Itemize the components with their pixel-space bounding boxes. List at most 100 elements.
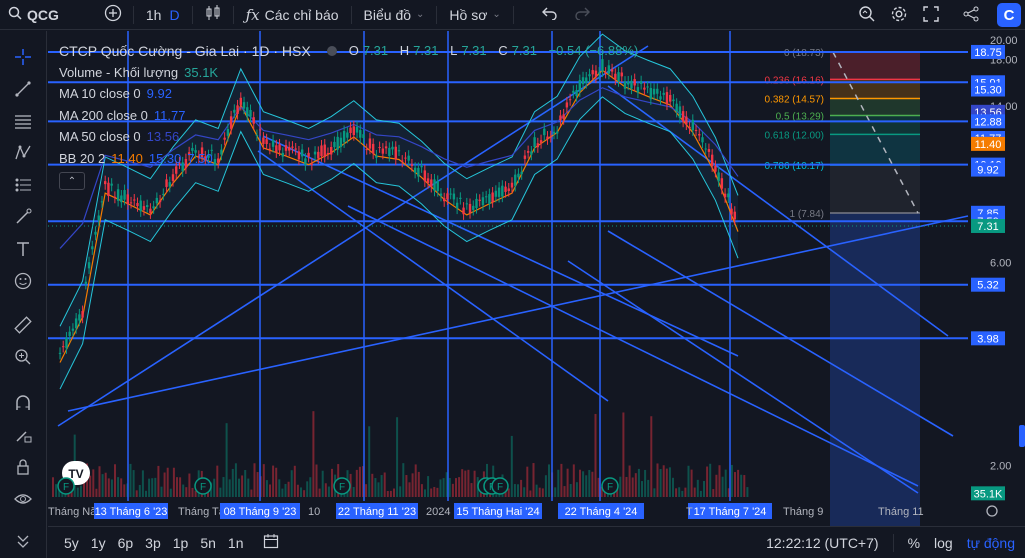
- symbol-search[interactable]: QCG: [0, 0, 67, 30]
- chart-pane[interactable]: 0 (18.73) 0.236 (16.16) 0.382 (14.57) 0.5 (…: [48, 31, 1025, 558]
- volume-bar: [566, 468, 569, 497]
- volume-bar: [532, 463, 535, 497]
- candle-body: [317, 151, 320, 159]
- legend-volume-row[interactable]: Volume - Khối lượng 35.1K: [59, 62, 642, 84]
- range-1y[interactable]: 1y: [90, 534, 106, 551]
- candle-body: [556, 131, 559, 134]
- candle-body: [497, 187, 501, 197]
- range-6p[interactable]: 6p: [117, 534, 134, 551]
- candle-body: [288, 147, 291, 151]
- range-1p[interactable]: 1p: [172, 534, 189, 551]
- brush-tool[interactable]: [8, 203, 38, 233]
- volume-bar: [588, 469, 591, 497]
- bollinger-lower-line: [59, 96, 739, 390]
- volume-bar: [389, 490, 392, 497]
- trendline-tool[interactable]: [8, 75, 38, 105]
- volume-bar: [393, 488, 395, 497]
- volume-bar: [179, 477, 182, 497]
- volume-bar: [672, 477, 674, 497]
- candle-body: [481, 197, 485, 206]
- hide-drawings-tool[interactable]: [8, 485, 38, 515]
- clock-time[interactable]: 12:22:12 (UTC+7): [766, 535, 879, 551]
- redo-button[interactable]: [566, 0, 598, 30]
- volume-bar: [622, 412, 625, 497]
- interval-d[interactable]: D: [169, 6, 180, 23]
- fullscreen-button[interactable]: [915, 0, 947, 30]
- percent-toggle[interactable]: %: [907, 535, 921, 551]
- magnet-tool[interactable]: [8, 389, 38, 419]
- chart-menu-button[interactable]: Biểu đồ ⌄: [356, 0, 433, 30]
- interval-1h[interactable]: 1h: [145, 6, 162, 23]
- watermark-logo-text: TV: [68, 467, 83, 481]
- legend-ma10-row[interactable]: MA 10 close 0 9.92: [59, 83, 642, 105]
- candle-style-button[interactable]: [197, 0, 229, 30]
- chevron-down-icon: ⌄: [416, 9, 425, 20]
- horizontal-lines-icon: [14, 112, 32, 133]
- pattern-icon: [14, 144, 32, 165]
- candle-body: [478, 199, 481, 201]
- volume-bar: [656, 463, 659, 497]
- share-button[interactable]: [955, 0, 987, 30]
- ruler-tool[interactable]: [8, 311, 38, 341]
- scroll-handle[interactable]: [1019, 425, 1025, 447]
- volume-bar: [619, 476, 622, 497]
- forecast-tool[interactable]: [8, 171, 38, 201]
- price-chart[interactable]: 0 (18.73) 0.236 (16.16) 0.382 (14.57) 0.5 (…: [48, 31, 1025, 558]
- lock-drawings-tool[interactable]: [8, 453, 38, 483]
- crosshair-tool[interactable]: [8, 43, 38, 73]
- range-1n[interactable]: 1n: [227, 534, 244, 551]
- emoji-tool[interactable]: [8, 267, 38, 297]
- top-toolbar: QCG 1h D ƒx Các chỉ báo Biểu đồ ⌄ Hồ sơ …: [0, 0, 1025, 30]
- price-tag-label: 12.88: [974, 116, 1002, 128]
- volume-bar: [458, 477, 461, 497]
- volume-bar: [368, 426, 371, 497]
- volume-bar: [309, 477, 312, 497]
- zoom-search-icon: [858, 5, 876, 26]
- range-3p[interactable]: 3p: [145, 534, 161, 551]
- divider: [191, 5, 193, 24]
- undo-button[interactable]: [534, 0, 566, 30]
- candle-body: [187, 152, 191, 156]
- candle-body: [484, 196, 488, 198]
- text-tool[interactable]: [8, 235, 38, 265]
- zoom-tool[interactable]: [8, 343, 38, 373]
- brush-icon: [14, 208, 32, 229]
- goto-date-button[interactable]: [255, 528, 287, 558]
- legend-ma200-row[interactable]: MA 200 close 0 11.77: [59, 105, 642, 127]
- candle-body: [507, 188, 510, 192]
- range-5y[interactable]: 5y: [64, 534, 79, 551]
- add-symbol-button[interactable]: [97, 0, 129, 30]
- indicators-button[interactable]: ƒx Các chỉ báo: [238, 0, 347, 30]
- event-marker-label: F: [200, 482, 206, 493]
- auto-scale-toggle[interactable]: tự động: [966, 535, 1015, 551]
- pattern-tool[interactable]: [8, 139, 38, 169]
- horizontal-lines-tool[interactable]: [8, 107, 38, 137]
- axis-settings-gear-icon[interactable]: [986, 505, 998, 517]
- log-toggle[interactable]: log: [934, 535, 953, 551]
- range-5n[interactable]: 5n: [200, 534, 216, 551]
- bollinger-upper-line: [59, 33, 739, 327]
- stay-drawing-tool[interactable]: [8, 421, 38, 451]
- volume-bar: [650, 416, 653, 497]
- brand-button[interactable]: C: [993, 0, 1025, 30]
- volume-bar: [653, 488, 656, 497]
- volume-bar: [600, 486, 603, 497]
- volume-bar: [321, 470, 324, 497]
- profile-menu-button[interactable]: Hồ sơ ⌄: [441, 0, 508, 30]
- collapse-toolbar-button[interactable]: [8, 527, 38, 557]
- volume-bar: [737, 469, 740, 497]
- fib-zone: [830, 52, 920, 80]
- volume-bar: [637, 468, 640, 497]
- settings-button[interactable]: [883, 0, 915, 30]
- legend-collapse-button[interactable]: ⌃: [59, 172, 85, 190]
- volume-bar: [306, 481, 309, 497]
- ma200-line: [59, 87, 739, 249]
- volume-bar: [303, 490, 306, 497]
- candle-body: [291, 146, 294, 148]
- candle-body: [226, 129, 230, 136]
- brand-logo-icon: C: [997, 3, 1021, 27]
- legend-ma50-row[interactable]: MA 50 close 0 13.56: [59, 126, 642, 148]
- quick-search-button[interactable]: [851, 0, 883, 30]
- legend-bb-row[interactable]: BB 20 2 11.40 15.30 7.50: [59, 148, 642, 170]
- event-marker: [601, 477, 619, 495]
